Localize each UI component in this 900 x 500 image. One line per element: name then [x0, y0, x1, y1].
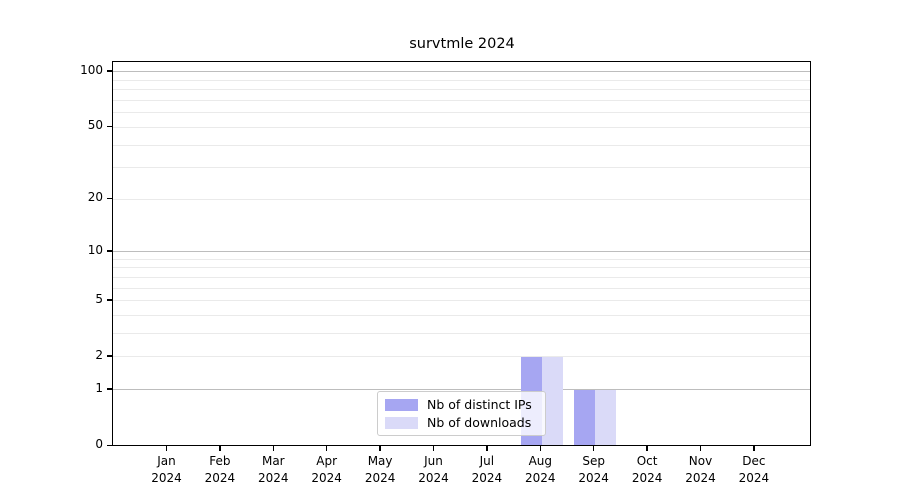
- minor-gridline: [113, 167, 810, 169]
- x-tick-mark: [219, 446, 221, 451]
- x-tick-label: Nov 2024: [685, 454, 716, 485]
- minor-gridline: [113, 333, 810, 335]
- x-tick-label: Oct 2024: [631, 454, 663, 485]
- y-tick-label: 100: [80, 62, 103, 77]
- x-tick-label: Jan 2024: [151, 454, 182, 485]
- y-tick-label: 1: [95, 380, 103, 395]
- bar-downloads-sep: [595, 390, 617, 445]
- x-tick-mark: [753, 446, 755, 451]
- bar-downloads-aug: [541, 357, 564, 445]
- minor-gridline: [113, 79, 810, 81]
- legend-swatch-distinct-ips: [385, 398, 418, 411]
- major-gridline: [113, 71, 810, 73]
- x-tick-label: May 2024: [364, 454, 396, 485]
- minor-gridline: [113, 267, 810, 269]
- minor-gridline: [113, 356, 810, 358]
- legend-label-downloads: Nb of downloads: [427, 415, 532, 430]
- minor-gridline: [113, 89, 810, 91]
- y-tick-label: 0: [95, 437, 103, 451]
- minor-gridline: [113, 198, 810, 200]
- x-tick-label: Sep 2024: [578, 454, 609, 485]
- minor-gridline: [113, 300, 810, 302]
- legend-item-downloads: Nb of downloads: [385, 415, 538, 430]
- legend-swatch-downloads: [385, 416, 418, 429]
- y-tick-label: 10: [87, 242, 103, 257]
- x-tick-mark: [592, 446, 595, 451]
- x-tick-mark: [165, 446, 168, 451]
- major-gridline: [113, 389, 810, 391]
- x-tick-mark: [539, 446, 542, 451]
- x-tick-mark: [646, 446, 648, 451]
- bar-distinct-ips-sep: [573, 390, 596, 445]
- minor-gridline: [113, 126, 810, 128]
- x-tick-mark: [379, 446, 381, 451]
- x-tick-label: Aug 2024: [525, 454, 556, 485]
- minor-gridline: [113, 315, 810, 317]
- legend-item-distinct-ips: Nb of distinct IPs: [385, 397, 538, 412]
- minor-gridline: [113, 276, 810, 278]
- x-tick-label: Mar 2024: [258, 454, 289, 485]
- major-gridline: [113, 251, 810, 253]
- y-tick-label: 2: [95, 347, 103, 362]
- x-tick-mark: [486, 446, 488, 451]
- x-tick-mark: [325, 446, 328, 451]
- y-tick-label: 5: [95, 291, 103, 306]
- x-tick-mark: [272, 446, 275, 451]
- y-tick-label: 50: [87, 118, 103, 133]
- minor-gridline: [113, 287, 810, 289]
- chart-title: survtmle 2024: [409, 36, 515, 52]
- x-tick-label: Apr 2024: [311, 454, 342, 485]
- x-tick-label: Dec 2024: [738, 454, 770, 485]
- x-tick-label: Jul 2024: [471, 454, 503, 485]
- legend-label-distinct-ips: Nb of distinct IPs: [427, 397, 532, 412]
- minor-gridline: [113, 112, 810, 114]
- x-tick-mark: [432, 446, 435, 451]
- minor-gridline: [113, 100, 810, 102]
- legend: Nb of distinct IPs Nb of downloads: [377, 391, 546, 436]
- x-tick-label: Jun 2024: [418, 454, 449, 485]
- plot-area: [112, 61, 811, 446]
- x-tick-label: Feb 2024: [204, 454, 236, 485]
- y-tick-label: 20: [87, 190, 103, 205]
- x-tick-mark: [699, 446, 702, 451]
- minor-gridline: [113, 258, 810, 260]
- minor-gridline: [113, 144, 810, 146]
